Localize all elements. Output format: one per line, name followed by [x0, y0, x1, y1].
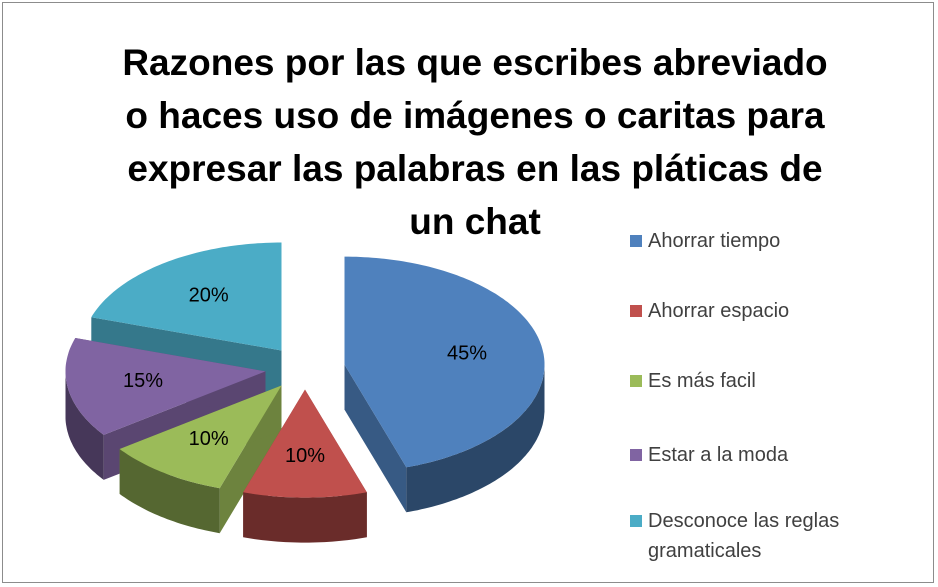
legend-label: Ahorrar tiempo — [648, 230, 781, 252]
legend-item: Ahorrar espacio — [630, 296, 898, 326]
legend-swatch — [630, 515, 642, 527]
slice-wall — [406, 364, 545, 513]
slice-wall — [243, 492, 367, 543]
legend-label: Es más facil — [648, 370, 756, 392]
legend-label: Desconoce las reglas gramaticales — [648, 510, 840, 562]
legend-item: Desconoce las reglas gramaticales — [630, 506, 898, 566]
slice — [243, 389, 367, 498]
slice — [65, 338, 266, 435]
legend-item: Estar a la moda — [630, 440, 898, 470]
data-label: 10% — [189, 428, 229, 450]
data-label: 45% — [447, 342, 487, 364]
data-label: 20% — [189, 285, 229, 307]
slice — [344, 256, 545, 468]
legend-label: Ahorrar espacio — [648, 300, 790, 322]
legend-swatch — [630, 375, 642, 387]
legend-swatch — [630, 449, 642, 461]
slice — [91, 242, 282, 351]
slice-wall — [65, 371, 104, 480]
slice-side — [344, 364, 407, 513]
legend-item: Ahorrar tiempo — [630, 226, 898, 256]
chart-title: Razones por las que escribes abreviado o… — [122, 42, 828, 242]
data-label: 10% — [285, 445, 325, 467]
slice — [119, 385, 282, 489]
slice-wall — [119, 449, 220, 534]
legend-swatch — [630, 305, 642, 317]
legend-label: Estar a la moda — [648, 444, 789, 466]
legend-swatch — [630, 235, 642, 247]
data-label: 15% — [123, 370, 163, 392]
legend-item: Es más facil — [630, 366, 898, 396]
